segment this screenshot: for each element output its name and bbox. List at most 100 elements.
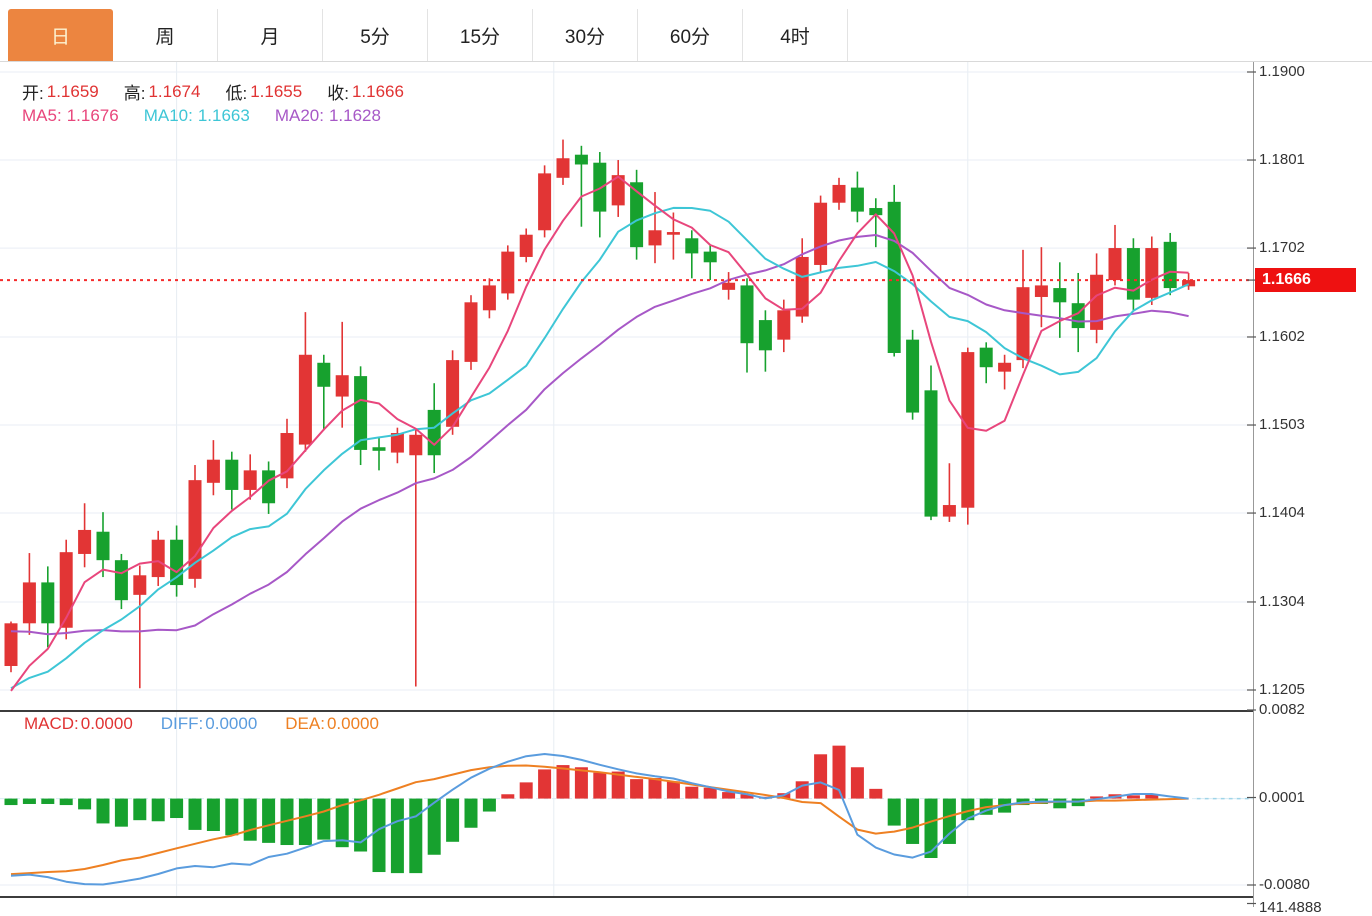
candle-body (998, 362, 1012, 372)
macd-histogram-bar (519, 782, 533, 799)
candle-body (354, 376, 368, 450)
candle-body (795, 256, 809, 317)
macd-histogram-bar (354, 798, 368, 852)
ma10-label: MA10: (143, 106, 193, 125)
candle-body (225, 459, 239, 490)
open-label: 开: (22, 84, 44, 103)
macd-histogram-bar (151, 798, 165, 822)
candle-body (961, 352, 975, 508)
macd-histogram-bar (41, 798, 55, 804)
macd-axis-label: 0.0082 (1259, 701, 1305, 718)
macd-histogram-bar (850, 767, 864, 799)
timeframe-tabbar: 日周月 5分 15分 30分 60分 4时 (0, 0, 1372, 62)
macd-axis-label: 0.0001 (1259, 788, 1305, 806)
macd-axis-label: -0.0080 (1259, 876, 1310, 893)
candle-body (22, 582, 36, 624)
tab-day[interactable]: 日 (8, 9, 113, 61)
ohlc-legend: 开: 1.1659 高: 1.1674 低: 1.1655 收: 1.1666 (22, 79, 429, 104)
diff-line (10, 753, 1189, 886)
close-value: 1.1666 (351, 81, 404, 101)
candle-body (611, 175, 625, 206)
macd-histogram-bar (630, 779, 644, 799)
candle-body (869, 208, 883, 216)
macd-histogram-bar (942, 798, 956, 844)
tab-5min[interactable]: 5分 (323, 9, 428, 61)
macd-histogram-bar (593, 772, 607, 799)
macd-histogram-bar (906, 798, 920, 844)
macd-histogram-bar (22, 798, 36, 804)
macd-histogram-bar (648, 778, 662, 799)
close-label: 收: (327, 84, 349, 103)
low-value: 1.1655 (250, 81, 303, 101)
price-axis-label: 1.1503 (1259, 416, 1305, 434)
candle-body (464, 302, 478, 362)
candle-body (335, 375, 349, 397)
ma20-line (10, 234, 1189, 636)
dea-line (10, 764, 1189, 876)
candle-body (777, 310, 791, 340)
macd-histogram-bar (133, 798, 147, 821)
macd-histogram-bar (703, 787, 717, 799)
price-axis-label: 1.1702 (1259, 239, 1305, 257)
candle-body (538, 173, 552, 231)
macd-histogram-bar (887, 798, 901, 826)
candle-body (41, 582, 55, 624)
low-legend: 低: 1.1655 (225, 79, 302, 104)
price-axis-label: 1.1801 (1259, 151, 1305, 169)
candle-body (924, 390, 938, 517)
tab-month[interactable]: 月 (218, 9, 323, 61)
macd-histogram-bar (538, 769, 552, 799)
macd-histogram-bar (298, 798, 312, 846)
macd-histogram-bar (574, 767, 588, 799)
ma5-value: 1.1676 (66, 106, 119, 125)
ma5-line (10, 175, 1189, 692)
tab-15min[interactable]: 15分 (428, 9, 533, 61)
candle-body (703, 251, 717, 263)
candle-body (1108, 248, 1122, 281)
candle-body (482, 285, 496, 311)
candle-body (262, 470, 276, 504)
macd-histogram-bar (4, 798, 18, 806)
ma5-label: MA5: (22, 106, 62, 125)
macd-histogram-bar (335, 798, 349, 848)
candle-body (133, 575, 147, 595)
clipped-axis-label: 141.4888 (1259, 899, 1322, 916)
candle-body (96, 531, 110, 561)
macd-histogram-bar (225, 798, 239, 836)
candle-body (188, 480, 202, 579)
close-legend: 收: 1.1666 (327, 79, 404, 104)
tab-30min[interactable]: 30分 (533, 9, 638, 61)
candle-body (740, 285, 754, 344)
candle-body (630, 182, 644, 248)
candle-body (1126, 248, 1140, 300)
candle-body (1182, 280, 1196, 287)
tab-week[interactable]: 周 (113, 9, 218, 61)
candle-body (850, 187, 864, 212)
candle-body (722, 282, 736, 290)
macd-histogram-bar (740, 794, 754, 799)
macd-histogram-bar (446, 798, 460, 842)
candle-body (59, 552, 73, 628)
tab-60min[interactable]: 60分 (638, 9, 743, 61)
candle-body (372, 447, 386, 451)
macd-label: MACD: (24, 714, 79, 733)
candle-body (593, 162, 607, 212)
ma20-legend: MA20: 1.1628 (275, 106, 381, 126)
current-price-value: 1.1666 (1262, 271, 1311, 288)
candle-body (1016, 287, 1030, 361)
tab-4hour[interactable]: 4时 (743, 9, 848, 61)
candle-body (114, 560, 128, 601)
candle-body (298, 354, 312, 445)
macd-histogram-bar (1145, 794, 1159, 799)
macd-value-legend: MACD: 0.0000 (24, 714, 133, 734)
macd-histogram-bar (170, 798, 184, 819)
price-axis-label: 1.1205 (1259, 681, 1305, 698)
candle-body (685, 238, 699, 254)
candle-body (390, 433, 404, 453)
candle-body (832, 184, 846, 203)
macd-histogram-bar (390, 798, 404, 874)
macd-histogram-bar (409, 798, 423, 874)
macd-histogram-bar (666, 781, 680, 799)
low-label: 低: (225, 84, 248, 103)
